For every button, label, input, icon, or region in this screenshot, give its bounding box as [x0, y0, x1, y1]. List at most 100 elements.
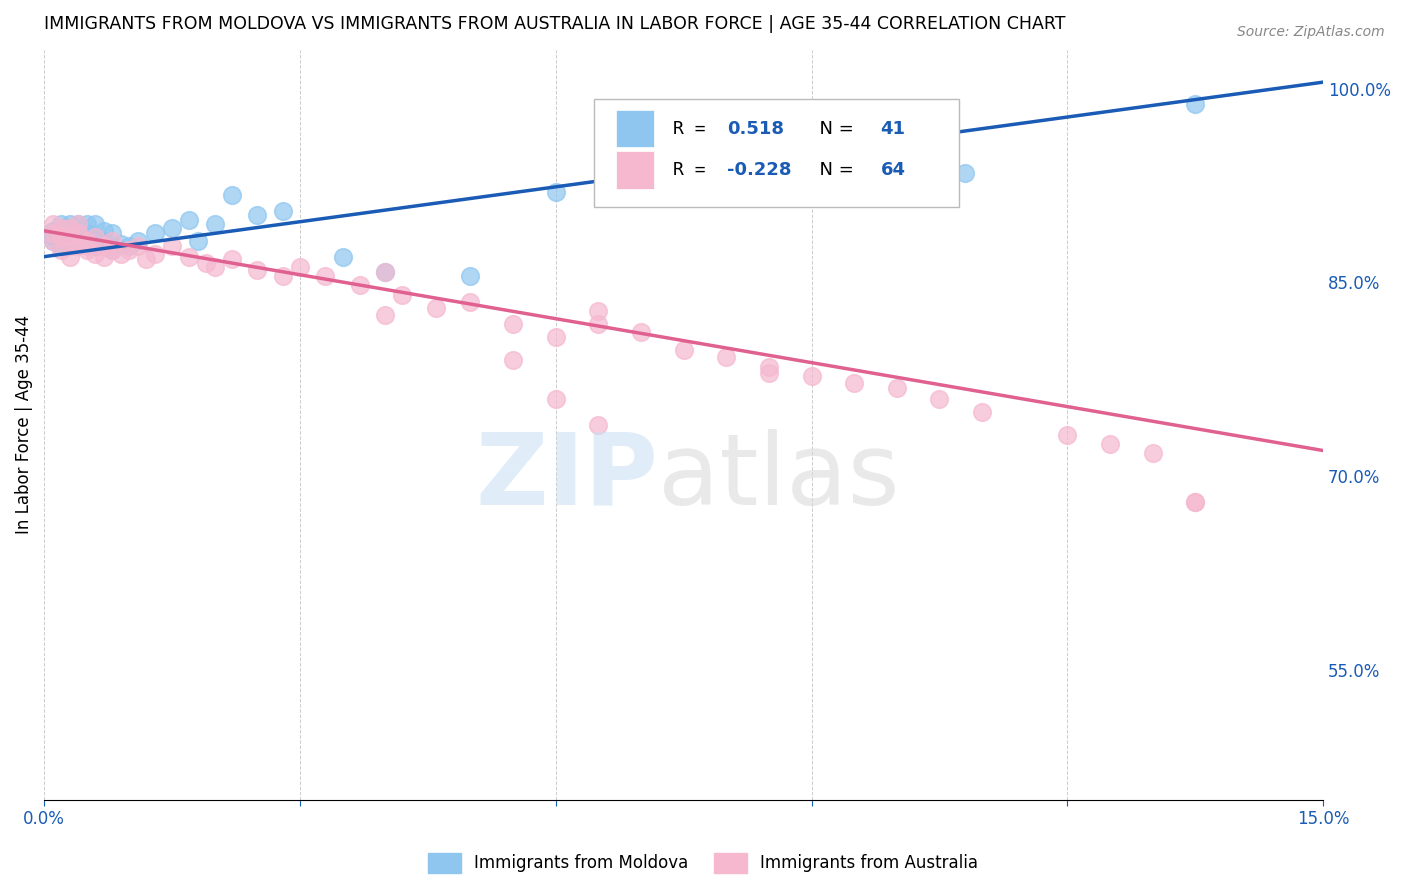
Point — [118, 243, 141, 257]
Point — [177, 250, 200, 264]
Point — [41, 227, 63, 241]
Point — [76, 234, 98, 248]
Point — [93, 250, 115, 264]
Text: R =: R = — [673, 161, 717, 178]
Point — [844, 376, 866, 391]
Point — [460, 294, 482, 309]
Text: 64: 64 — [880, 161, 905, 178]
Point — [51, 227, 73, 241]
Point — [160, 239, 183, 253]
Point — [177, 213, 200, 227]
Point — [84, 217, 107, 231]
Point — [246, 262, 269, 277]
Point — [51, 243, 73, 257]
Point — [1098, 437, 1121, 451]
Point — [204, 217, 226, 231]
Text: -0.228: -0.228 — [727, 161, 792, 178]
Point — [460, 268, 482, 283]
Point — [817, 144, 839, 158]
Point — [51, 221, 73, 235]
Text: IMMIGRANTS FROM MOLDOVA VS IMMIGRANTS FROM AUSTRALIA IN LABOR FORCE | AGE 35-44 : IMMIGRANTS FROM MOLDOVA VS IMMIGRANTS FR… — [44, 15, 1066, 33]
Point — [970, 405, 993, 419]
Point — [41, 217, 63, 231]
Point — [76, 243, 98, 257]
Point — [67, 217, 90, 231]
Point — [374, 308, 396, 322]
Point — [51, 217, 73, 231]
Point — [59, 236, 82, 251]
Point — [67, 227, 90, 241]
FancyBboxPatch shape — [616, 151, 654, 188]
Point — [588, 417, 610, 432]
Text: N =: N = — [807, 120, 859, 137]
Point — [758, 366, 780, 380]
Point — [374, 265, 396, 279]
Point — [221, 252, 243, 267]
Point — [502, 353, 524, 368]
Point — [118, 239, 141, 253]
Point — [84, 230, 107, 244]
Point — [588, 304, 610, 318]
Point — [110, 236, 132, 251]
Point — [1184, 495, 1206, 509]
Point — [59, 239, 82, 253]
Point — [758, 359, 780, 374]
Point — [84, 230, 107, 244]
Point — [93, 239, 115, 253]
Point — [716, 351, 738, 365]
Point — [67, 230, 90, 244]
Point — [143, 227, 166, 241]
Point — [84, 247, 107, 261]
Point — [271, 204, 294, 219]
Point — [271, 268, 294, 283]
Point — [101, 243, 124, 257]
Point — [76, 239, 98, 253]
Point — [160, 221, 183, 235]
Point — [1142, 446, 1164, 460]
Point — [76, 227, 98, 241]
Point — [101, 227, 124, 241]
Point — [76, 234, 98, 248]
Point — [588, 317, 610, 331]
Point — [41, 234, 63, 248]
Point — [502, 317, 524, 331]
Point — [221, 187, 243, 202]
Point — [315, 268, 337, 283]
Point — [143, 247, 166, 261]
Point — [349, 278, 371, 293]
Point — [246, 208, 269, 222]
Point — [187, 234, 209, 248]
Point — [204, 260, 226, 274]
Point — [928, 392, 950, 406]
Point — [1056, 428, 1078, 442]
Text: R =: R = — [673, 120, 728, 137]
Point — [76, 217, 98, 231]
Text: N =: N = — [807, 161, 859, 178]
Text: Source: ZipAtlas.com: Source: ZipAtlas.com — [1237, 25, 1385, 39]
Point — [672, 343, 695, 357]
Point — [59, 230, 82, 244]
Point — [67, 217, 90, 231]
Point — [953, 166, 976, 180]
Point — [41, 229, 63, 244]
Point — [51, 230, 73, 244]
Text: 0.518: 0.518 — [727, 120, 785, 137]
Point — [1184, 97, 1206, 112]
Point — [716, 153, 738, 167]
Point — [195, 256, 218, 270]
Point — [59, 250, 82, 264]
Text: ZIP: ZIP — [475, 429, 658, 525]
Point — [59, 217, 82, 231]
Point — [288, 260, 311, 274]
Point — [544, 392, 567, 406]
Point — [544, 185, 567, 199]
Point — [59, 221, 82, 235]
Legend: Immigrants from Moldova, Immigrants from Australia: Immigrants from Moldova, Immigrants from… — [420, 847, 986, 880]
Point — [374, 265, 396, 279]
Point — [800, 368, 823, 383]
Point — [544, 330, 567, 344]
Point — [101, 243, 124, 257]
Text: 41: 41 — [880, 120, 905, 137]
Point — [93, 234, 115, 248]
Point — [84, 239, 107, 253]
